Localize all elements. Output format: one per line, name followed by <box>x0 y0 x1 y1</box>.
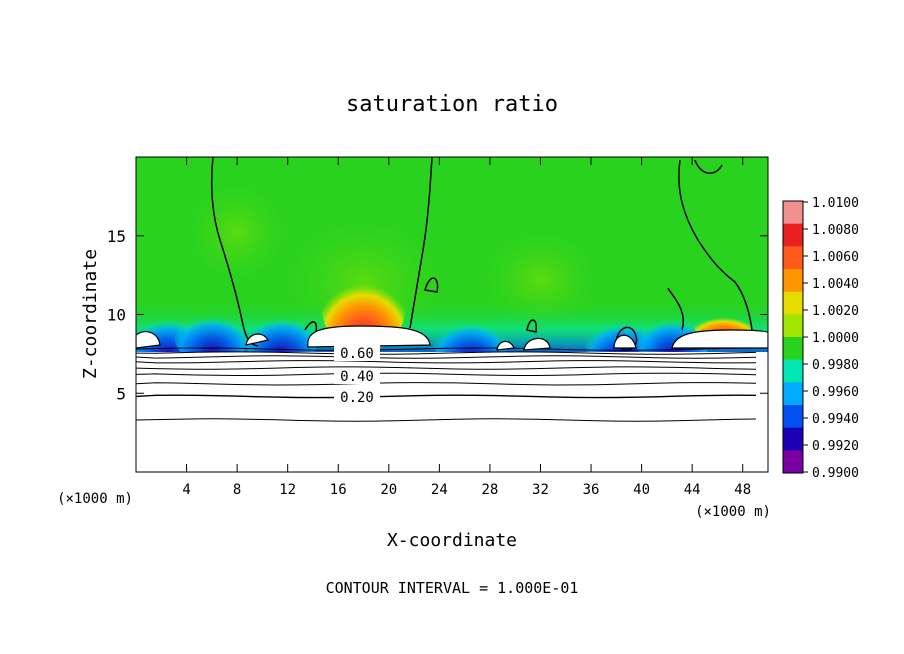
contour-lines <box>136 347 757 422</box>
colorbar-label-2: 1.0060 <box>812 250 859 265</box>
y-axis-label: Z-coordinate <box>80 249 101 379</box>
x-units-left: (×1000 m) <box>57 491 133 507</box>
contour-line-1 <box>136 394 757 399</box>
colorbar-segment-3 <box>783 269 803 293</box>
contour-label-1: 0.40 <box>340 369 374 385</box>
colorbar-segment-0 <box>783 201 803 225</box>
colorbar-segment-2 <box>783 246 803 270</box>
colorbar-segment-7 <box>783 359 803 383</box>
cloud-blob-4 <box>615 326 638 351</box>
x-tick-label-7: 32 <box>532 482 549 498</box>
pocket-39 <box>613 334 637 349</box>
contour-label-2: 0.20 <box>340 390 374 406</box>
colorbar-label-8: 0.9940 <box>812 412 859 427</box>
x-tick-label-11: 48 <box>734 482 751 498</box>
x-axis-ticks: 4 8 12 16 20 24 28 32 36 40 44 48 <box>182 157 751 498</box>
colorbar-segment-4 <box>783 291 803 315</box>
chart-title: saturation ratio <box>346 92 558 117</box>
colorbar-label-10: 0.9900 <box>812 466 859 481</box>
x-tick-label-1: 8 <box>233 482 241 498</box>
colorbar-label-1: 1.0080 <box>812 223 859 238</box>
pocket-30 <box>496 340 515 351</box>
colorbar-label-4: 1.0020 <box>812 304 859 319</box>
contour-label-bg-0 <box>334 345 380 361</box>
colorbar-segment-8 <box>783 382 803 406</box>
y-tick-label-2: 15 <box>107 227 126 246</box>
x-tick-label-0: 4 <box>182 482 190 498</box>
contour-label-bg-2 <box>334 389 380 405</box>
colorbar-segment-9 <box>783 405 803 429</box>
colorbar-label-0: 1.0100 <box>812 196 859 211</box>
cloud-blob-5 <box>304 321 318 333</box>
contour-label-bg-1 <box>334 368 380 384</box>
contour-line-3 <box>136 372 757 376</box>
contour-line-6 <box>136 355 757 359</box>
contour-line-0 <box>136 418 757 422</box>
contour-line-8 <box>136 347 757 351</box>
pocket-left <box>136 331 161 349</box>
colorbar-segment-6 <box>783 337 803 361</box>
x-units-right: (×1000 m) <box>695 504 771 520</box>
x-tick-label-3: 16 <box>330 482 347 498</box>
y-tick-label-1: 10 <box>107 306 126 325</box>
colorbar-segment-10 <box>783 427 803 451</box>
cold-spot-2 <box>243 306 320 367</box>
contour-line-2 <box>136 382 757 386</box>
colorbar-label-5: 1.0000 <box>812 331 859 346</box>
contour-interval-note: CONTOUR INTERVAL = 1.000E-01 <box>326 579 579 597</box>
contour-labels: 0.60 0.40 0.20 <box>334 345 380 406</box>
colorbar-label-3: 1.0040 <box>812 277 859 292</box>
x-axis-label: X-coordinate <box>387 530 517 551</box>
cloud-contour-left <box>210 157 259 347</box>
x-tick-label-8: 36 <box>583 482 600 498</box>
cloud-contour-mid <box>409 157 433 329</box>
pocket-16-20 <box>307 325 431 348</box>
cold-spot-1 <box>173 304 250 365</box>
glow-2 <box>177 160 298 280</box>
colorbar-label-7: 0.9960 <box>812 385 859 400</box>
x-tick-label-10: 44 <box>684 482 701 498</box>
cloud-blob-3 <box>694 159 723 174</box>
cloud-contour-right <box>678 159 753 331</box>
dry-layer <box>136 352 768 472</box>
cloud-blob-1 <box>424 277 439 293</box>
pocket-33 <box>523 337 551 351</box>
white-pockets <box>136 325 768 351</box>
contour-line-7 <box>136 351 757 355</box>
colorbar-segment-1 <box>783 223 803 247</box>
y-tick-label-0: 5 <box>116 384 126 403</box>
colorbar-segment-5 <box>783 314 803 338</box>
colorbar-label-6: 0.9980 <box>812 358 859 373</box>
colorbar: 1.0100 1.0080 1.0060 1.0040 1.0020 1.0000 0.99… <box>782 196 859 481</box>
contour-line-5 <box>136 360 757 364</box>
cloud-blob-2 <box>526 319 538 333</box>
cloud-contour-right2 <box>667 287 685 331</box>
x-tick-label-5: 24 <box>431 482 448 498</box>
x-tick-label-4: 20 <box>380 482 397 498</box>
contour-label-0: 0.60 <box>340 346 374 362</box>
cloud-boundary-contours <box>210 157 753 351</box>
x-tick-label-9: 40 <box>633 482 650 498</box>
pocket-10 <box>245 333 269 346</box>
pocket-44-50 <box>671 329 768 349</box>
colorbar-segment-11 <box>783 450 803 474</box>
colorbar-label-9: 0.9920 <box>812 439 859 454</box>
x-tick-label-2: 12 <box>279 482 296 498</box>
contour-line-4 <box>136 366 757 370</box>
x-tick-label-6: 28 <box>481 482 498 498</box>
glow-1 <box>470 207 611 328</box>
plot-area <box>136 157 768 472</box>
y-axis-ticks: 5 10 15 <box>107 227 768 403</box>
